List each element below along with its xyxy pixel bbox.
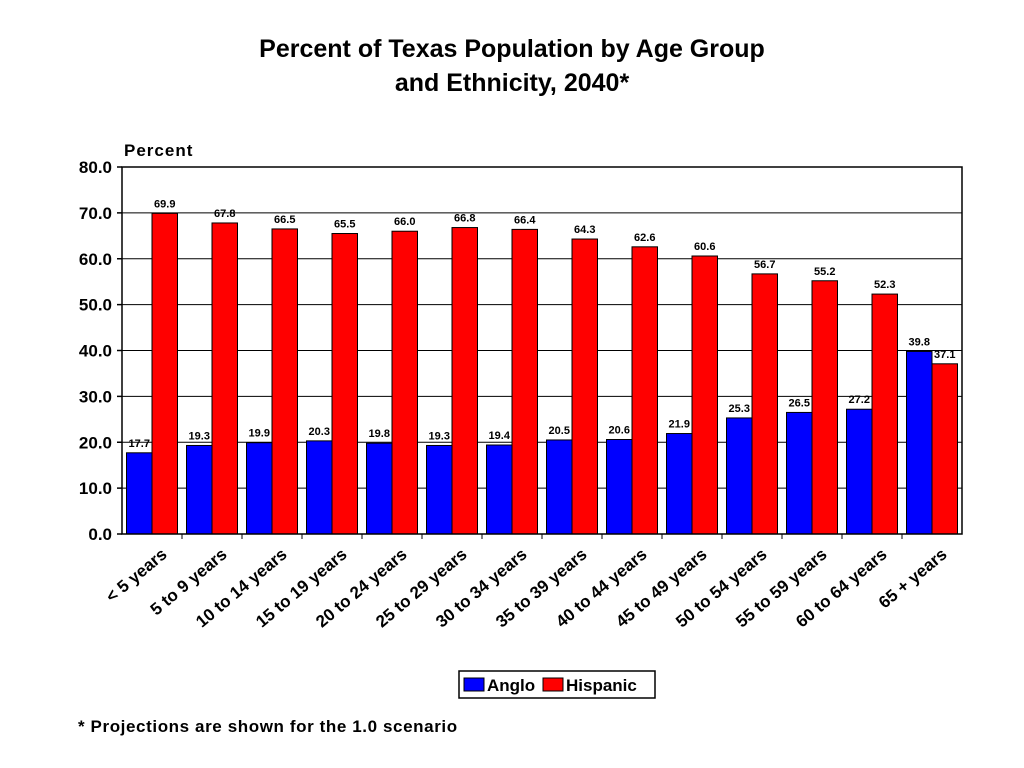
bar-hispanic xyxy=(511,228,538,535)
data-label-anglo: 19.4 xyxy=(489,430,511,442)
data-label-hispanic: 56.7 xyxy=(754,259,775,271)
data-label-hispanic: 52.3 xyxy=(874,279,895,291)
chart-title-line-2: and Ethnicity, 2040* xyxy=(394,69,630,97)
data-label-anglo: 25.3 xyxy=(729,403,750,415)
data-label-hispanic: 65.5 xyxy=(334,219,355,231)
bars xyxy=(126,212,958,535)
data-label-anglo: 21.9 xyxy=(669,419,690,431)
bar-hispanic xyxy=(151,212,178,535)
bar-anglo xyxy=(186,444,213,535)
data-label-anglo: 20.3 xyxy=(309,426,330,438)
legend-label-anglo: Anglo xyxy=(487,676,535,695)
bar-anglo xyxy=(126,452,153,535)
y-tick-label: 40.0 xyxy=(79,342,112,361)
data-label-hispanic: 64.3 xyxy=(574,224,595,236)
bar-anglo xyxy=(726,417,753,535)
data-label-hispanic: 66.0 xyxy=(394,216,415,228)
bar-hispanic xyxy=(451,227,478,535)
bar-anglo xyxy=(846,408,873,535)
legend-swatch-hispanic xyxy=(542,677,564,692)
legend-label-hispanic: Hispanic xyxy=(566,676,637,695)
data-label-hispanic: 66.8 xyxy=(454,213,475,225)
bar-anglo xyxy=(366,442,393,535)
data-label-hispanic: 66.5 xyxy=(274,214,295,226)
legend-swatch-anglo xyxy=(463,677,485,692)
y-tick-label: 60.0 xyxy=(79,250,112,269)
bar-hispanic xyxy=(391,230,418,535)
bar-hispanic xyxy=(931,363,958,535)
legend: Anglo Hispanic xyxy=(458,670,656,699)
chart-title: Percent of Texas Population by Age Group… xyxy=(0,32,1024,100)
data-label-anglo: 19.8 xyxy=(369,428,390,440)
data-label-anglo: 39.8 xyxy=(909,336,930,348)
bar-anglo xyxy=(666,433,693,535)
data-label-anglo: 19.3 xyxy=(429,430,450,442)
bar-hispanic xyxy=(331,233,358,535)
bar-anglo xyxy=(306,440,333,535)
data-label-anglo: 20.6 xyxy=(609,424,630,436)
y-tick-label: 70.0 xyxy=(79,204,112,223)
bar-anglo xyxy=(906,350,933,535)
y-tick-label: 80.0 xyxy=(79,158,112,177)
data-labels: 17.7 69.9 19.3 67.8 19.9 66.5 20.3 65.5 19.8 66.0… xyxy=(129,198,956,449)
bar-hispanic xyxy=(811,280,838,535)
bar-anglo xyxy=(546,439,573,535)
data-label-anglo: 19.3 xyxy=(189,430,210,442)
data-label-anglo: 26.5 xyxy=(789,397,810,409)
data-label-hispanic: 67.8 xyxy=(214,208,235,220)
chart-title-line-1: Percent of Texas Population by Age Group xyxy=(259,35,765,63)
data-label-hispanic: 69.9 xyxy=(154,198,175,210)
bar-anglo xyxy=(486,444,513,535)
bar-hispanic xyxy=(751,273,778,535)
data-label-hispanic: 37.1 xyxy=(934,349,955,361)
data-label-anglo: 27.2 xyxy=(849,394,870,406)
data-label-hispanic: 66.4 xyxy=(514,214,536,226)
y-tick-label: 0.0 xyxy=(88,525,112,544)
bar-anglo xyxy=(786,411,813,535)
bar-hispanic xyxy=(271,228,298,535)
bar-anglo xyxy=(246,442,273,535)
bar-hispanic xyxy=(691,255,718,535)
y-axis-label: Percent xyxy=(124,141,193,160)
data-label-anglo: 19.9 xyxy=(249,428,270,440)
y-tick-label: 30.0 xyxy=(79,387,112,406)
data-label-hispanic: 62.6 xyxy=(634,232,655,244)
data-label-hispanic: 60.6 xyxy=(694,241,715,253)
data-label-hispanic: 55.2 xyxy=(814,266,835,278)
bar-anglo xyxy=(426,444,453,535)
y-tick-label: 50.0 xyxy=(79,296,112,315)
bar-anglo xyxy=(606,438,633,535)
data-label-anglo: 20.5 xyxy=(549,425,570,437)
data-label-anglo: 17.7 xyxy=(129,438,150,450)
y-axis: 0.0 10.0 20.0 30.0 40.0 50.0 60.0 70.0 80.0 xyxy=(79,158,122,544)
bar-hispanic xyxy=(211,222,238,535)
bar-hispanic xyxy=(631,246,658,535)
y-tick-label: 10.0 xyxy=(79,479,112,498)
y-tick-label: 20.0 xyxy=(79,433,112,452)
footnote: * Projections are shown for the 1.0 scen… xyxy=(78,717,458,736)
bar-hispanic xyxy=(571,238,598,535)
bar-hispanic xyxy=(871,293,898,535)
